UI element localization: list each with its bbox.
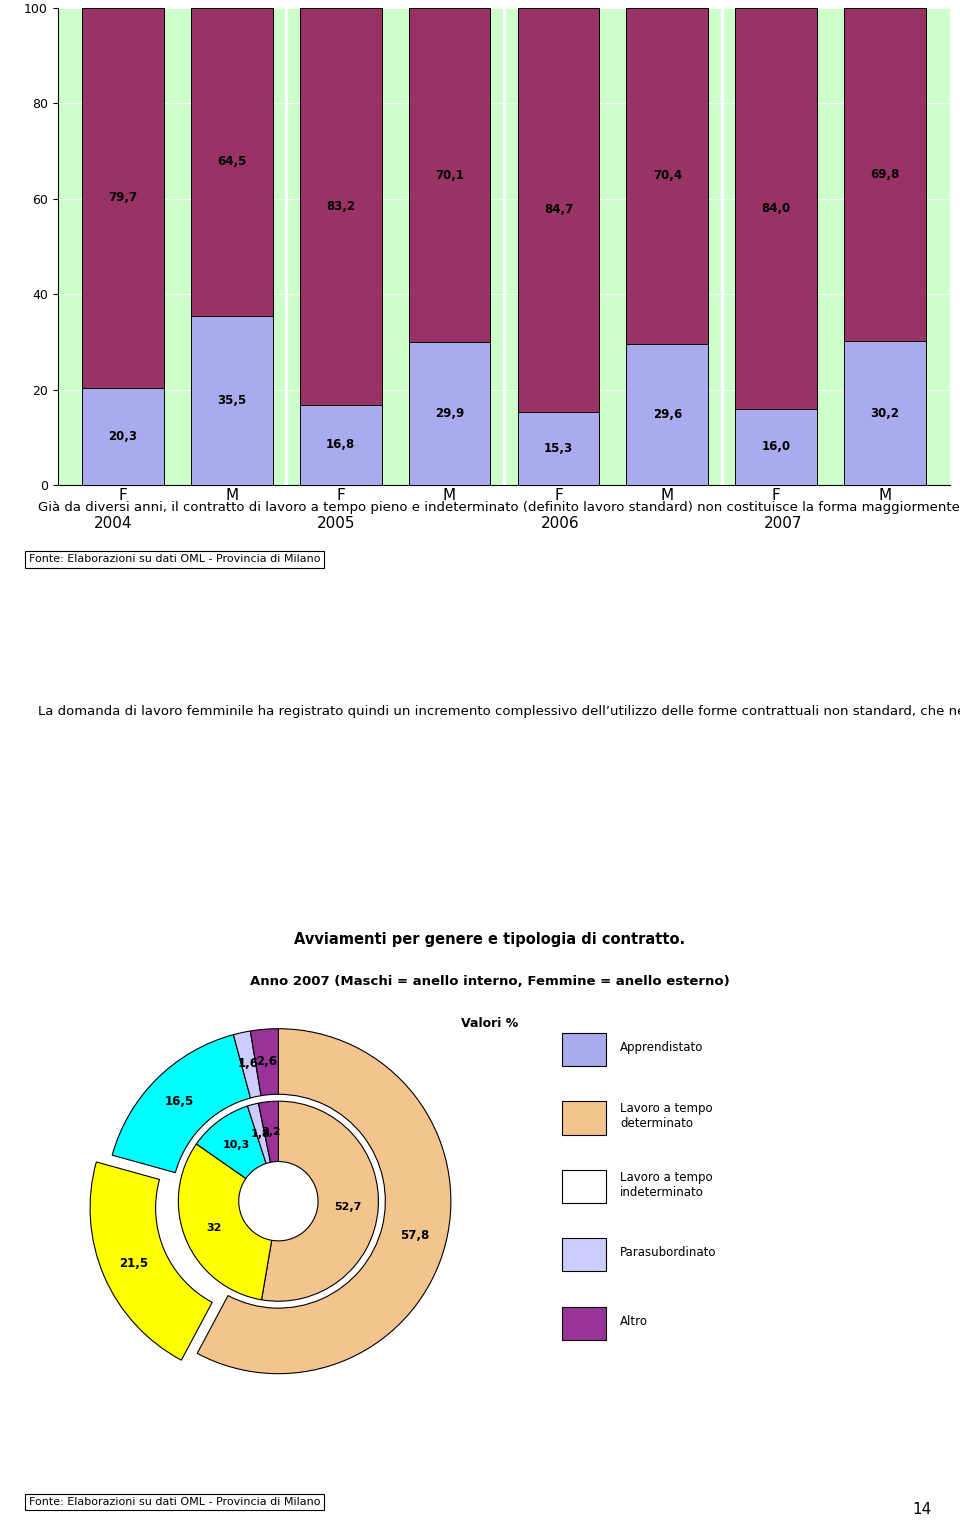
Text: Lavoro a tempo
determinato: Lavoro a tempo determinato [620, 1103, 712, 1130]
Wedge shape [197, 1106, 266, 1178]
Wedge shape [258, 1101, 278, 1163]
Wedge shape [197, 1029, 451, 1374]
Text: 10,3: 10,3 [223, 1140, 251, 1150]
Bar [844, 340, 925, 485]
Bar [627, 343, 708, 485]
Text: Apprendistato: Apprendistato [620, 1041, 704, 1055]
Text: 16,0: 16,0 [761, 440, 791, 453]
Wedge shape [112, 1035, 251, 1172]
Text: 79,7: 79,7 [108, 191, 137, 205]
Text: 2005: 2005 [318, 516, 356, 531]
Text: Valori %: Valori % [461, 1018, 518, 1030]
Text: Altro: Altro [620, 1315, 648, 1327]
Wedge shape [261, 1101, 378, 1301]
Bar [409, 8, 491, 342]
Bar [562, 1306, 606, 1340]
Text: 84,7: 84,7 [543, 203, 573, 217]
Bar [300, 405, 381, 485]
Bar [191, 316, 273, 485]
Bar [562, 1033, 606, 1066]
Text: 15,3: 15,3 [544, 442, 573, 456]
Text: 2004: 2004 [94, 516, 132, 531]
Bar [300, 8, 381, 405]
Text: 32: 32 [206, 1223, 222, 1234]
Text: Fonte: Elaborazioni su dati OML - Provincia di Milano: Fonte: Elaborazioni su dati OML - Provin… [29, 554, 321, 564]
Text: 57,8: 57,8 [400, 1229, 429, 1241]
Bar [83, 8, 164, 388]
Text: 3,2: 3,2 [261, 1127, 281, 1137]
Text: Parasubordinato: Parasubordinato [620, 1246, 717, 1260]
Text: Già da diversi anni, il contratto di lavoro a tempo pieno e indeterminato (defin: Già da diversi anni, il contratto di lav… [38, 500, 960, 514]
Bar [191, 8, 273, 316]
Bar [562, 1170, 606, 1203]
Wedge shape [248, 1103, 271, 1164]
Bar [844, 8, 925, 340]
Bar [83, 388, 164, 485]
Text: Fonte: Elaborazioni su dati OML - Provincia di Milano: Fonte: Elaborazioni su dati OML - Provin… [29, 1497, 321, 1506]
Text: 30,2: 30,2 [871, 407, 900, 419]
Text: 21,5: 21,5 [119, 1257, 148, 1270]
Text: 14: 14 [912, 1502, 931, 1517]
Text: 84,0: 84,0 [761, 202, 791, 214]
Text: 29,6: 29,6 [653, 408, 682, 420]
Text: 2,6: 2,6 [256, 1055, 277, 1067]
Bar [735, 8, 817, 408]
Text: 69,8: 69,8 [871, 168, 900, 180]
Text: Lavoro a tempo
indeterminato: Lavoro a tempo indeterminato [620, 1170, 712, 1198]
Text: 64,5: 64,5 [217, 156, 247, 168]
Bar [517, 413, 599, 485]
Bar [409, 342, 491, 485]
Wedge shape [251, 1029, 278, 1095]
Bar [627, 8, 708, 343]
Text: 2007: 2007 [764, 516, 803, 531]
Text: Avviamenti per genere e tipologia di contratto.: Avviamenti per genere e tipologia di con… [294, 932, 685, 947]
Text: 16,5: 16,5 [165, 1095, 194, 1107]
Bar [735, 408, 817, 485]
Wedge shape [179, 1144, 272, 1300]
Bar [562, 1238, 606, 1272]
Wedge shape [90, 1163, 212, 1360]
Text: 70,1: 70,1 [435, 168, 464, 182]
Text: Anno 2007 (Maschi = anello interno, Femmine = anello esterno): Anno 2007 (Maschi = anello interno, Femm… [250, 975, 730, 987]
Text: 20,3: 20,3 [108, 430, 137, 444]
Text: 1,8: 1,8 [251, 1129, 271, 1138]
Text: 29,9: 29,9 [435, 407, 465, 420]
Text: 83,2: 83,2 [326, 200, 355, 213]
Bar [562, 1101, 606, 1135]
Text: 70,4: 70,4 [653, 169, 682, 182]
Text: 35,5: 35,5 [217, 394, 247, 407]
Text: La domanda di lavoro femminile ha registrato quindi un incremento complessivo de: La domanda di lavoro femminile ha regist… [38, 705, 960, 718]
Text: 52,7: 52,7 [334, 1203, 362, 1212]
Text: 2006: 2006 [540, 516, 579, 531]
Wedge shape [233, 1030, 261, 1098]
Text: 16,8: 16,8 [326, 439, 355, 451]
Text: 1,6: 1,6 [238, 1058, 259, 1070]
Bar [517, 8, 599, 413]
